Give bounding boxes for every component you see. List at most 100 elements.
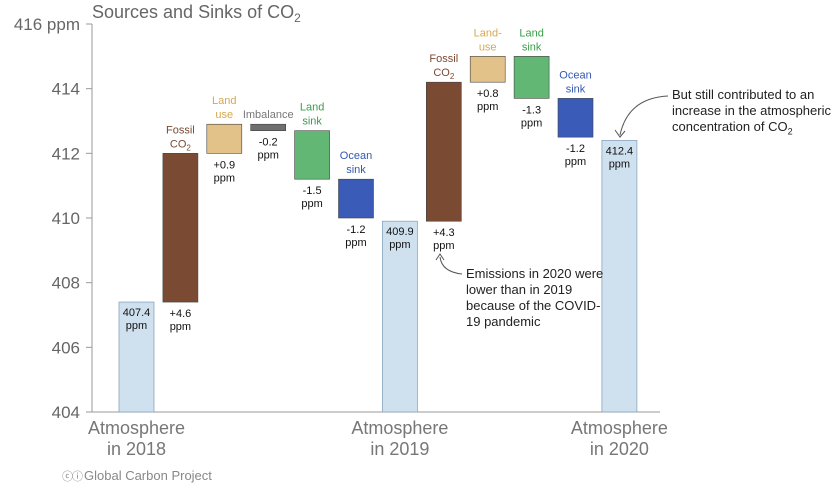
- annotation-still-text: But still contributed to an increase in …: [672, 87, 831, 134]
- bar-name-line: use: [215, 109, 233, 121]
- bar-ocean2018: [338, 178, 374, 219]
- y-tick-label: 414: [52, 80, 80, 99]
- value-label-fossil2018: +4.6 ppm: [170, 308, 192, 333]
- annotation-still-contributed: But still contributed to an increase in …: [672, 87, 832, 140]
- value-label-land2018: +0.9 ppm: [213, 159, 235, 184]
- bar-name-line: Land-: [474, 27, 502, 39]
- value-label-line: ppm: [257, 150, 278, 162]
- value-label-atm2018: 407.4 ppm: [123, 307, 151, 332]
- bar-name-line: sink: [522, 41, 542, 53]
- chart-title: Sources and Sinks of CO2: [92, 2, 301, 25]
- annotation-still-arrowhead: [614, 129, 626, 138]
- footer-credit: ⓒⓘ Global Carbon Project: [62, 468, 212, 484]
- value-label-line: ppm: [345, 237, 366, 249]
- bar-atm2020: [601, 139, 638, 413]
- value-label-ocean2019: -1.2 ppm: [565, 143, 586, 168]
- category-label-atm2019: Atmosphere in 2019: [351, 418, 448, 459]
- value-label-line: -1.5: [303, 185, 322, 197]
- value-label-line: 407.4: [123, 307, 151, 319]
- y-tick-label: 416 ppm: [14, 15, 80, 34]
- value-label-line: +0.9: [213, 159, 235, 171]
- bar-fossil2019: [425, 81, 462, 222]
- value-label-line: ppm: [301, 198, 322, 210]
- value-label-line: -1.2: [347, 224, 366, 236]
- value-label-line: +4.3: [433, 227, 455, 239]
- bar-name-line: use: [479, 41, 497, 53]
- value-label-landsink2018: -1.5 ppm: [301, 185, 322, 210]
- bar-name-line: Ocean: [559, 69, 591, 81]
- footer-credit-text: Global Carbon Project: [84, 468, 212, 483]
- category-label-line: Atmosphere: [351, 418, 448, 438]
- y-tick-label: 412: [52, 144, 80, 163]
- bar-name-line: Imbalance: [243, 109, 294, 121]
- bar-name-line: Ocean: [340, 150, 372, 162]
- bar-name-line: Land: [212, 95, 236, 107]
- bar-name-subscript: 2: [450, 72, 455, 81]
- value-label-line: -1.3: [522, 104, 541, 116]
- annotation-still-sub: 2: [787, 126, 793, 137]
- bar-imbalance2018: [250, 123, 286, 131]
- value-label-line: +0.8: [477, 88, 499, 100]
- value-label-line: ppm: [433, 240, 454, 252]
- bar-name-line: CO: [170, 138, 187, 150]
- value-label-ocean2018: -1.2 ppm: [345, 224, 366, 249]
- bar-name-landsink2019: Land sink: [519, 27, 543, 53]
- bar-name-imbalance2018: Imbalance: [243, 109, 294, 121]
- value-label-line: ppm: [477, 101, 498, 113]
- annotation-covid: Emissions in 2020 were lower than in 201…: [466, 266, 604, 329]
- value-label-land2019: +0.8 ppm: [477, 88, 499, 113]
- annotation-covid-arrowhead: [435, 253, 445, 261]
- bar-landsink2018: [294, 130, 330, 180]
- y-tick-label: 408: [52, 274, 80, 293]
- value-label-atm2020: 412.4 ppm: [606, 145, 634, 170]
- category-label-line: in 2019: [370, 439, 429, 459]
- value-label-fossil2019: +4.3 ppm: [433, 227, 455, 252]
- bar-name-subscript: 2: [186, 143, 191, 152]
- bar-name-line: CO: [433, 67, 450, 79]
- category-label-line: in 2018: [107, 439, 166, 459]
- value-label-line: -1.2: [566, 143, 585, 155]
- value-label-line: ppm: [126, 320, 147, 332]
- value-label-line: 409.9: [386, 226, 414, 238]
- bar-name-line: Fossil: [166, 124, 195, 136]
- value-label-line: ppm: [609, 158, 630, 170]
- bar-atm2018: [118, 301, 155, 413]
- category-label-line: in 2020: [590, 439, 649, 459]
- bar-name-line: sink: [346, 164, 366, 176]
- bar-atm2019: [381, 220, 418, 413]
- chart-title-subscript: 2: [294, 11, 301, 25]
- annotation-still-arrow: [619, 95, 669, 136]
- bar-name-line: sink: [302, 116, 322, 128]
- bar-ocean2019: [557, 98, 594, 138]
- bar-name-line: Land: [300, 102, 324, 114]
- value-label-landsink2019: -1.3 ppm: [521, 104, 542, 129]
- bar-fossil2018: [162, 153, 199, 303]
- y-tick-label: 406: [52, 338, 80, 357]
- bar-name-line: Land: [519, 27, 543, 39]
- value-label-imbalance2018: -0.2 ppm: [257, 137, 278, 162]
- bar-name-ocean2019: Ocean sink: [559, 69, 591, 95]
- bar-landsink2019: [513, 56, 550, 99]
- category-label-line: Atmosphere: [88, 418, 185, 438]
- bar-name-land2019: Land-use: [474, 27, 502, 53]
- bar-name-line: sink: [566, 83, 586, 95]
- bar-name-line: Fossil: [429, 53, 458, 65]
- value-label-line: ppm: [521, 117, 542, 129]
- bar-name-fossil2019: Fossil CO2: [429, 53, 458, 81]
- creative-commons-icon: ⓒⓘ: [62, 471, 83, 483]
- value-label-line: ppm: [389, 239, 410, 251]
- bar-name-land2018: Land use: [212, 95, 236, 121]
- annotation-covid-arrow: [439, 256, 463, 275]
- category-label-atm2020: Atmosphere in 2020: [571, 418, 668, 459]
- value-label-line: ppm: [565, 156, 586, 168]
- bar-name-ocean2018: Ocean sink: [340, 150, 372, 176]
- y-tick-label: 410: [52, 209, 80, 228]
- value-label-line: ppm: [214, 172, 235, 184]
- bar-name-landsink2018: Land sink: [300, 102, 324, 128]
- value-label-line: 412.4: [606, 145, 634, 157]
- y-tick-label: 404: [52, 403, 80, 422]
- category-label-line: Atmosphere: [571, 418, 668, 438]
- bar-land2019: [469, 56, 506, 83]
- category-label-atm2018: Atmosphere in 2018: [88, 418, 185, 459]
